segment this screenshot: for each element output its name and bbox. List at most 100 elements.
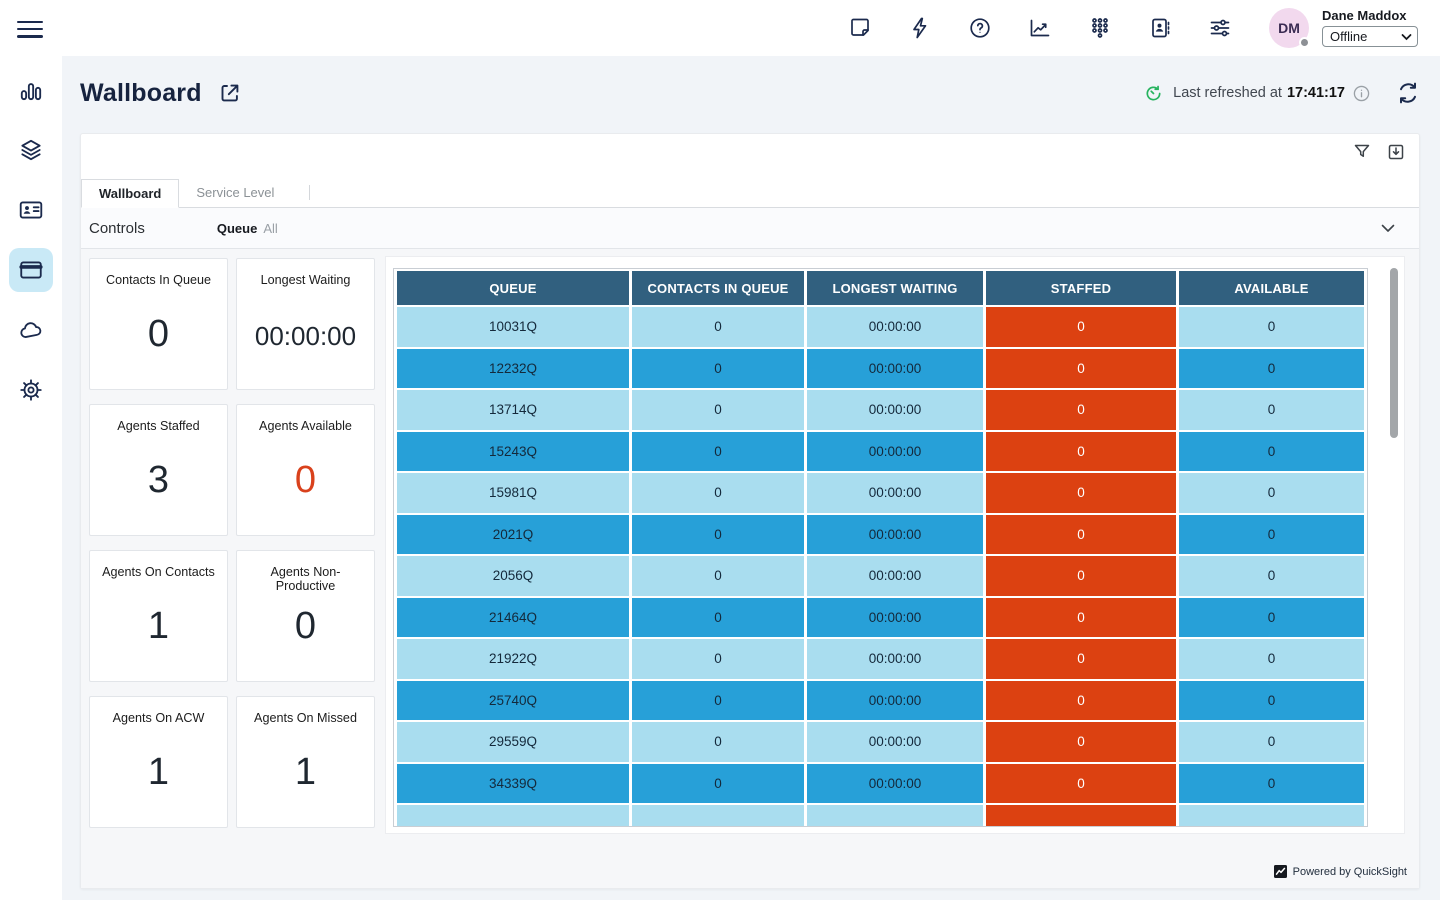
hamburger-menu-icon[interactable] <box>17 16 43 40</box>
value-cell: 00:00:00 <box>807 722 983 762</box>
kpi-label: Agents On Contacts <box>102 565 215 579</box>
external-link-icon[interactable] <box>218 81 242 105</box>
value-cell: 0 <box>632 763 804 803</box>
status-select[interactable]: Offline <box>1322 26 1418 47</box>
last-refreshed-label: Last refreshed at <box>1173 85 1282 101</box>
queue-cell: 15243Q <box>397 431 629 471</box>
value-cell: 0 <box>632 307 804 347</box>
kpi-label: Longest Waiting <box>260 273 351 287</box>
queue-cell: 2056Q <box>397 556 629 596</box>
kpi-card-agents-on-acw: Agents On ACW 1 <box>89 696 228 828</box>
queue-cell: 29559Q <box>397 722 629 762</box>
kpi-value: 0 <box>294 459 317 501</box>
table-scrollbar[interactable] <box>1390 268 1398 438</box>
cloud-icon[interactable] <box>9 308 53 352</box>
wallboard-icon[interactable] <box>9 248 53 292</box>
value-cell: 00:00:00 <box>807 431 983 471</box>
layers-icon[interactable] <box>9 128 53 172</box>
value-cell: 0 <box>1179 722 1364 762</box>
notes-icon[interactable] <box>848 16 872 40</box>
value-cell: 0 <box>986 431 1176 471</box>
value-cell: 0 <box>632 348 804 388</box>
kpi-value: 3 <box>147 459 170 501</box>
last-refreshed-time: 17:41:17 <box>1286 85 1345 101</box>
download-icon[interactable] <box>1387 143 1405 161</box>
help-icon[interactable] <box>968 16 992 40</box>
topbar-actions <box>848 16 1232 40</box>
value-cell: 0 <box>1179 680 1364 720</box>
powered-by-quicksight[interactable]: Powered by QuickSight <box>1273 865 1407 878</box>
value-cell: 0 <box>986 473 1176 513</box>
table-row: 34339Q 0 00:00:00 0 0 <box>397 763 1364 803</box>
value-cell: 0 <box>1179 556 1364 596</box>
kpi-card-agents-available: Agents Available 0 <box>236 404 375 536</box>
column-header-queue: QUEUE <box>397 271 629 305</box>
column-header-contacts-in-queue: CONTACTS IN QUEUE <box>632 271 804 305</box>
kpi-value: 0 <box>294 605 317 647</box>
metrics-icon[interactable] <box>1028 16 1052 40</box>
value-cell: 00:00:00 <box>807 597 983 637</box>
queue-table: QUEUE CONTACTS IN QUEUE LONGEST WAITING STA… <box>394 269 1367 826</box>
tab-service-level[interactable]: Service Level <box>196 185 275 200</box>
controls-collapse-chevron-icon[interactable] <box>1379 219 1397 237</box>
controls-row[interactable]: Controls Queue All <box>81 208 1419 249</box>
value-cell: 0 <box>632 473 804 513</box>
refresh-status: Last refreshed at 17:41:17 <box>1144 84 1370 103</box>
value-cell: 0 <box>986 763 1176 803</box>
value-cell: 0 <box>1179 473 1364 513</box>
contact-card-icon[interactable] <box>9 188 53 232</box>
agent-directory-icon[interactable] <box>1148 16 1172 40</box>
info-icon[interactable] <box>1353 85 1370 102</box>
value-cell: 00:00:00 <box>807 680 983 720</box>
value-cell: 00:00:00 <box>807 390 983 430</box>
table-row: 2021Q 0 00:00:00 0 0 <box>397 514 1364 554</box>
kpi-card-agents-on-missed: Agents On Missed 1 <box>236 696 375 828</box>
dashboard-toolbar <box>1353 143 1405 161</box>
tab-wallboard[interactable]: Wallboard <box>81 179 180 208</box>
queue-cell <box>397 805 629 826</box>
table-row: 15981Q 0 00:00:00 0 0 <box>397 473 1364 513</box>
quicksight-logo-icon <box>1273 865 1287 878</box>
value-cell: 00:00:00 <box>807 514 983 554</box>
value-cell: 0 <box>986 639 1176 679</box>
dialpad-icon[interactable] <box>1088 16 1112 40</box>
table-row <box>397 805 1364 826</box>
value-cell: 00:00:00 <box>807 473 983 513</box>
column-header-staffed: STAFFED <box>986 271 1176 305</box>
preferences-icon[interactable] <box>1208 16 1232 40</box>
value-cell: 0 <box>1179 348 1364 388</box>
value-cell: 0 <box>632 514 804 554</box>
table-row: 12232Q 0 00:00:00 0 0 <box>397 348 1364 388</box>
quick-actions-icon[interactable] <box>908 16 932 40</box>
value-cell: 00:00:00 <box>807 763 983 803</box>
value-cell: 0 <box>986 348 1176 388</box>
kpi-grid: Contacts In Queue 0 Longest Waiting 00:00:0… <box>89 258 375 828</box>
kpi-card-agents-on-contacts: Agents On Contacts 1 <box>89 550 228 682</box>
table-row: 15243Q 0 00:00:00 0 0 <box>397 431 1364 471</box>
table-row: 10031Q 0 00:00:00 0 0 <box>397 307 1364 347</box>
filter-icon[interactable] <box>1353 143 1371 161</box>
column-header-longest-waiting: LONGEST WAITING <box>807 271 983 305</box>
table-row: 29559Q 0 00:00:00 0 0 <box>397 722 1364 762</box>
queue-cell: 34339Q <box>397 763 629 803</box>
bar-chart-icon[interactable] <box>9 68 53 112</box>
avatar[interactable]: DM <box>1269 8 1310 48</box>
refresh-icon[interactable] <box>1396 81 1420 105</box>
kpi-label: Agents On ACW <box>112 711 205 725</box>
gear-icon[interactable] <box>9 368 53 412</box>
value-cell: 0 <box>986 307 1176 347</box>
queue-cell: 12232Q <box>397 348 629 388</box>
queue-cell: 2021Q <box>397 514 629 554</box>
value-cell <box>1179 805 1364 826</box>
value-cell: 0 <box>1179 514 1364 554</box>
kpi-label: Agents On Missed <box>254 711 357 725</box>
value-cell <box>807 805 983 826</box>
sidebar <box>0 56 62 900</box>
kpi-value: 1 <box>147 751 170 793</box>
page-title: Wallboard <box>80 78 202 107</box>
value-cell: 0 <box>632 680 804 720</box>
table-row: 13714Q 0 00:00:00 0 0 <box>397 390 1364 430</box>
page-header: Wallboard Last refreshed at 17:41:17 <box>80 70 1420 116</box>
kpi-card-agents-staffed: Agents Staffed 3 <box>89 404 228 536</box>
